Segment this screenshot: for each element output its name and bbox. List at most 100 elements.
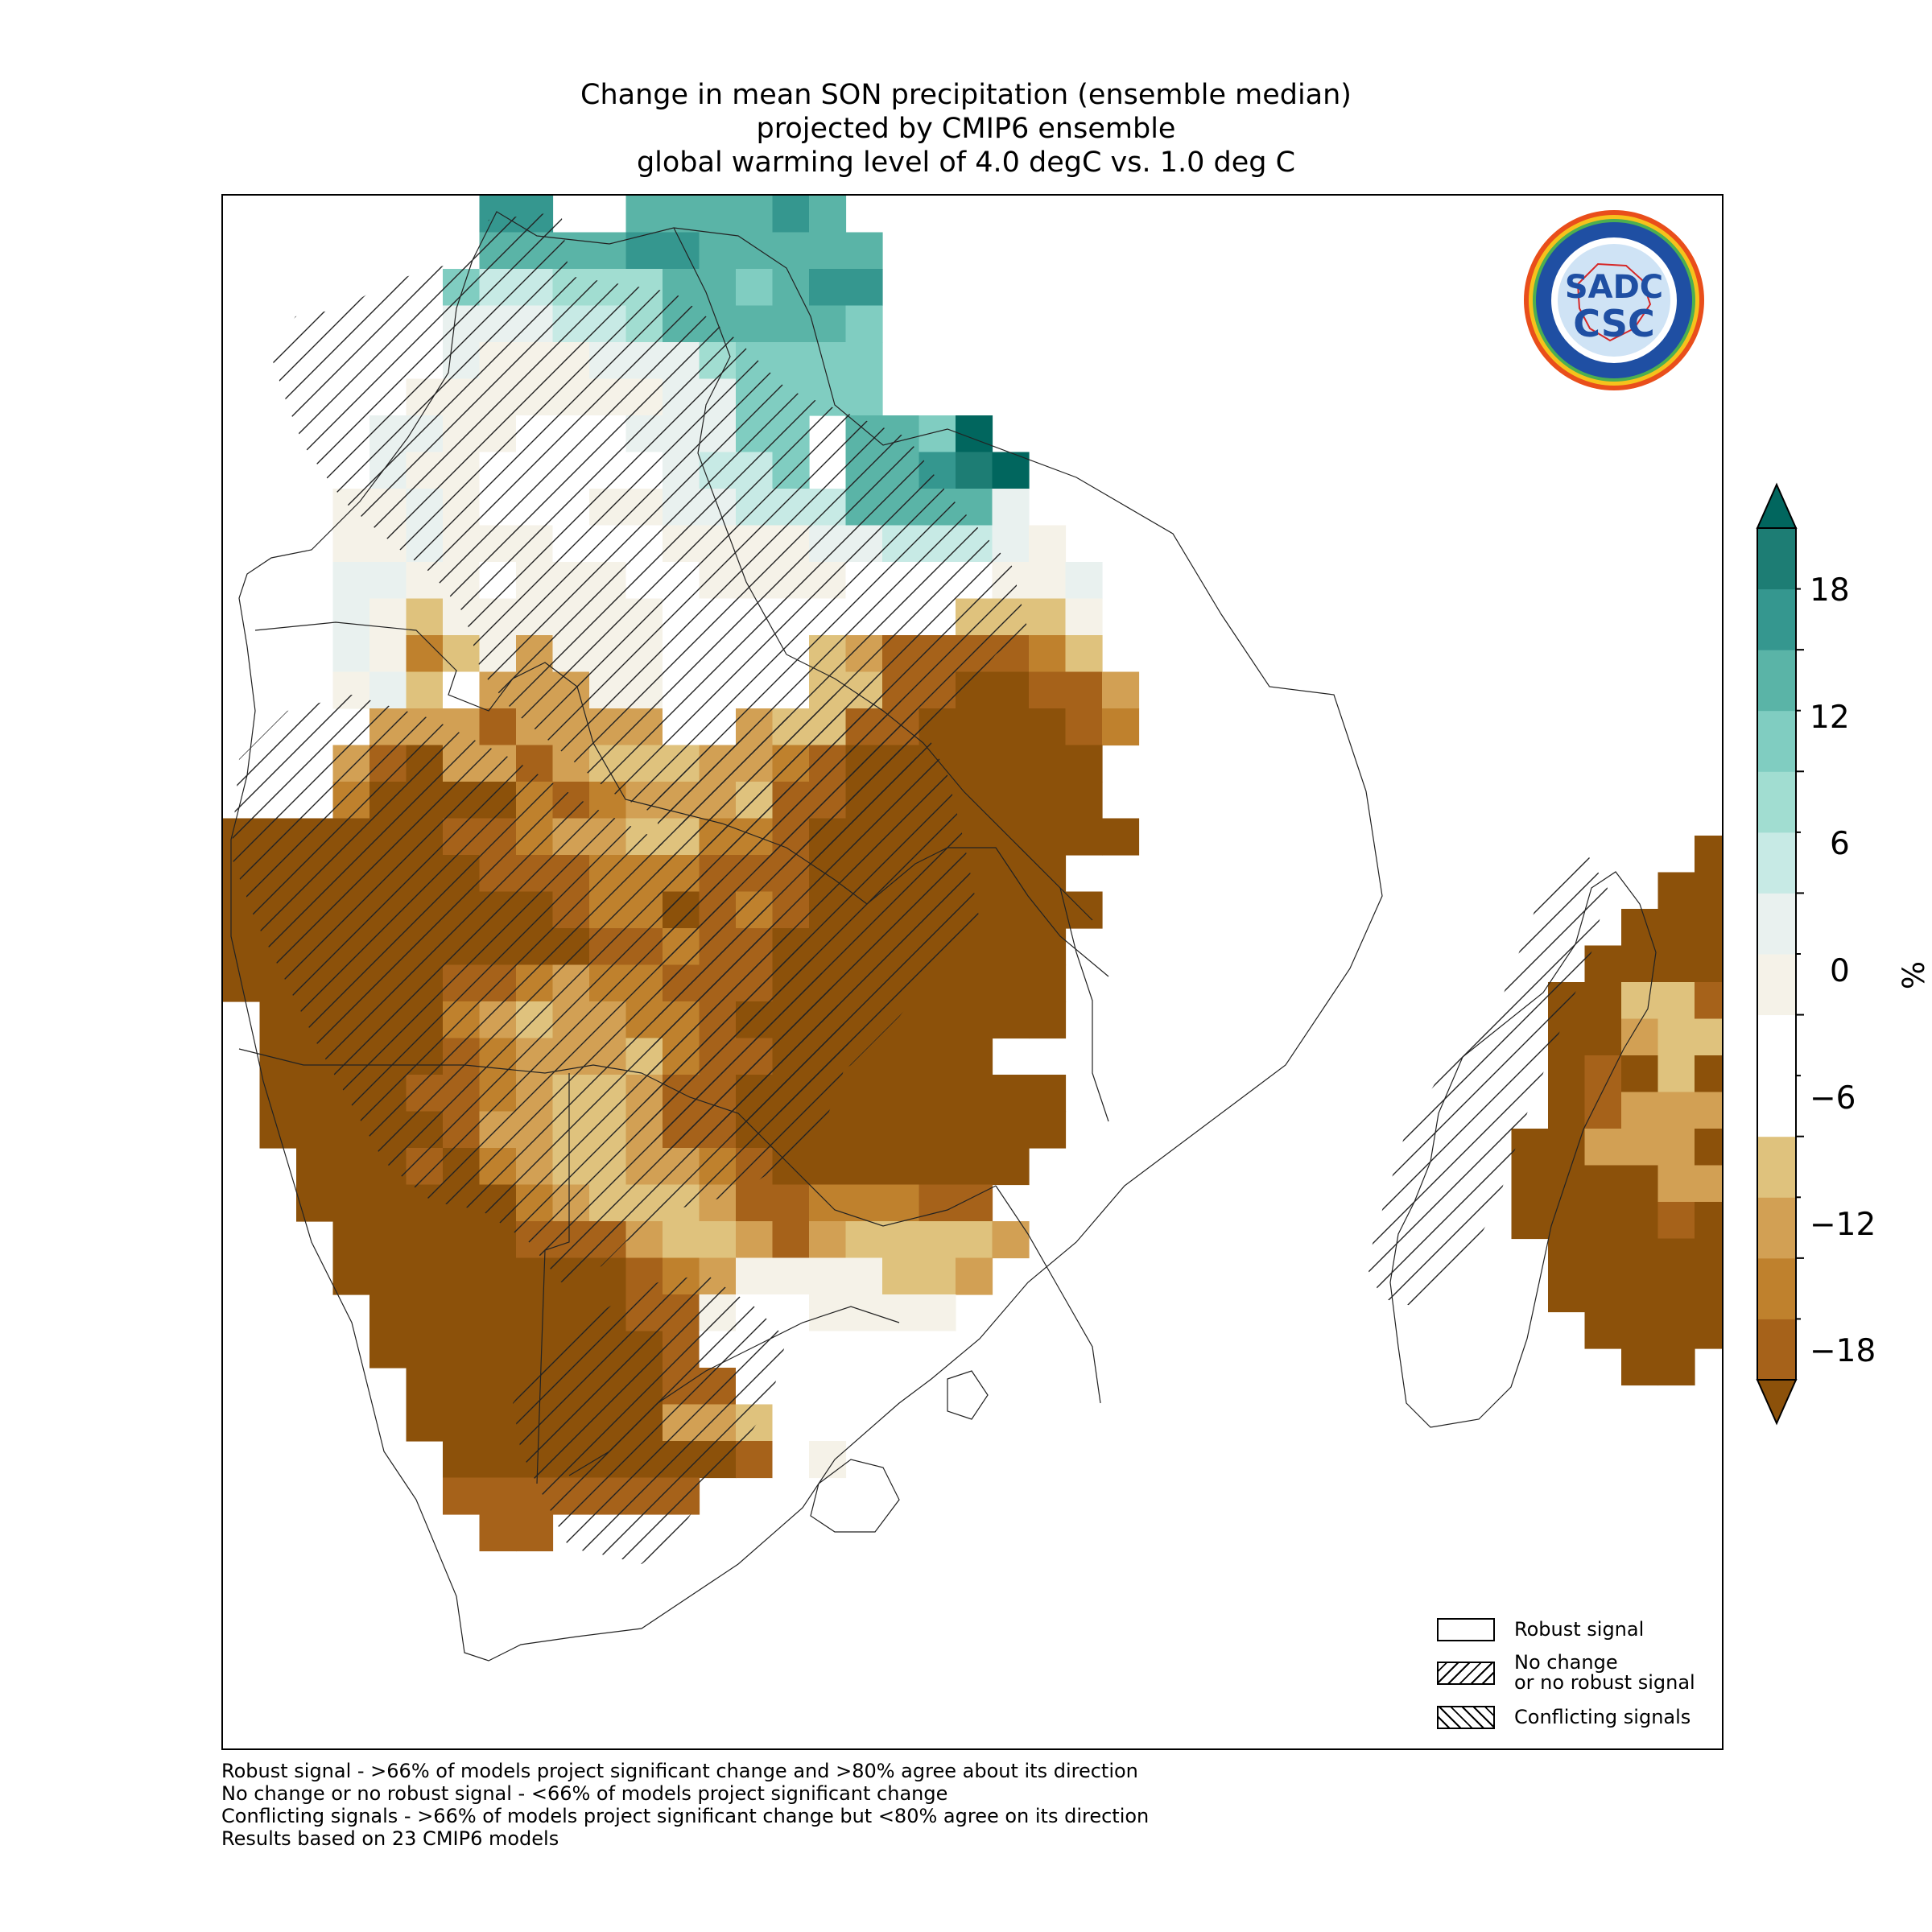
grid-cell [1584, 1202, 1622, 1240]
grid-cell [956, 708, 993, 746]
grid-cell [809, 305, 847, 343]
grid-cell [1102, 818, 1140, 856]
grid-cell [589, 232, 627, 270]
grid-cell [699, 269, 737, 307]
grid-cell [736, 1221, 774, 1259]
grid-cell [1621, 1202, 1659, 1240]
grid-cell [1029, 891, 1067, 929]
grid-cell [663, 196, 700, 233]
grid-cell [479, 708, 517, 746]
colorbar-band [1757, 650, 1796, 712]
grid-cell [845, 1111, 883, 1149]
grid-cell [259, 1038, 297, 1075]
grid-cell [1029, 708, 1067, 746]
grid-cell [1621, 1238, 1659, 1276]
grid-cell [369, 1257, 407, 1295]
grid-cell [1695, 1055, 1722, 1093]
grid-cell [1657, 1275, 1695, 1313]
grid-cell [1621, 1348, 1659, 1386]
grid-cell [443, 1404, 481, 1442]
legend-label-robust: Robust signal [1514, 1618, 1645, 1641]
grid-cell [1029, 782, 1067, 819]
grid-cell [772, 1257, 810, 1295]
grid-cell [1584, 1311, 1622, 1349]
grid-cell [479, 1294, 517, 1332]
grid-cell [259, 1001, 297, 1039]
chart-title-line-3: global warming level of 4.0 degC vs. 1.0… [636, 147, 1296, 179]
grid-cell [443, 1294, 481, 1332]
grid-cell [882, 1148, 920, 1186]
grid-cell [1695, 1202, 1722, 1240]
grid-cell [1657, 1311, 1695, 1349]
grid-cell [956, 1075, 993, 1113]
grid-cell [992, 489, 1030, 526]
grid-cell [1621, 1055, 1659, 1093]
grid-cell [845, 1148, 883, 1186]
grid-cell [1657, 909, 1695, 947]
grid-cell [406, 1368, 444, 1406]
grid-cell [1548, 1165, 1586, 1203]
grid-cell [809, 232, 847, 270]
colorbar-band [1757, 954, 1796, 1016]
grid-cell [882, 1368, 920, 1406]
grid-cell [1657, 1348, 1695, 1386]
legend-box-no-change [1437, 1662, 1495, 1685]
grid-cell [809, 1257, 847, 1295]
legend-box-robust [1437, 1618, 1495, 1641]
grid-cell [1657, 945, 1695, 983]
grid-cell [1102, 671, 1140, 709]
border-tanzania [786, 654, 1093, 921]
chart-title-line-1: Change in mean SON precipitation (ensemb… [580, 79, 1352, 111]
grid-cell [992, 1221, 1030, 1259]
grid-cell [1584, 1092, 1622, 1129]
colorbar-tick-0: 0 [1830, 953, 1850, 989]
grid-cell [1621, 909, 1659, 947]
grid-cell [1065, 671, 1103, 709]
grid-cell [1657, 1055, 1695, 1093]
grid-cell [406, 671, 444, 709]
grid-cell [443, 1441, 481, 1479]
grid-cell [1695, 836, 1722, 873]
grid-cell [479, 1368, 517, 1406]
grid-cell [1029, 818, 1067, 856]
grid-cell [699, 1221, 737, 1259]
grid-cell [956, 1038, 993, 1075]
grid-cell [1511, 1165, 1549, 1203]
grid-cell [1584, 1238, 1622, 1276]
chart-title-line-2: projected by CMIP6 ensemble [756, 113, 1176, 145]
grid-cell [443, 1331, 481, 1368]
grid-cell [1695, 1165, 1722, 1203]
grid-cell [919, 1075, 956, 1113]
colorbar-tick-6: 6 [1830, 826, 1850, 862]
grid-cell [992, 928, 1030, 966]
grid-cell [406, 1294, 444, 1332]
border-drc-east [673, 227, 787, 655]
grid-cell [332, 1257, 370, 1295]
grid-cell [1584, 1275, 1622, 1313]
no-robust-signal-hatch-east [642, 679, 980, 1162]
grid-cell [443, 1368, 481, 1406]
grid-cell [479, 1441, 517, 1479]
grid-cell [1621, 1018, 1659, 1056]
colorbar-svg [1756, 482, 1804, 1426]
grid-cell [956, 1111, 993, 1149]
precipitation-change-map [223, 196, 1722, 1662]
footnote-robust: Robust signal - >66% of models project s… [221, 1760, 1138, 1782]
grid-cell [1548, 1055, 1586, 1093]
grid-cell [369, 635, 407, 673]
grid-cell [1548, 1238, 1586, 1276]
grid-cell [736, 269, 774, 307]
grid-cell [406, 1404, 444, 1442]
grid-cell [479, 1514, 517, 1552]
grid-cell [332, 525, 370, 563]
grid-cell [845, 342, 883, 380]
sadc-csc-logo: SADC CSC [1521, 208, 1707, 393]
grid-cell [992, 745, 1030, 782]
grid-cell [736, 1257, 774, 1295]
colorbar-band [1757, 771, 1796, 833]
grid-cell [919, 1294, 956, 1332]
grid-cell [736, 196, 774, 233]
grid-cell [956, 1221, 993, 1259]
grid-cell [919, 1001, 956, 1039]
grid-cell [882, 1075, 920, 1113]
